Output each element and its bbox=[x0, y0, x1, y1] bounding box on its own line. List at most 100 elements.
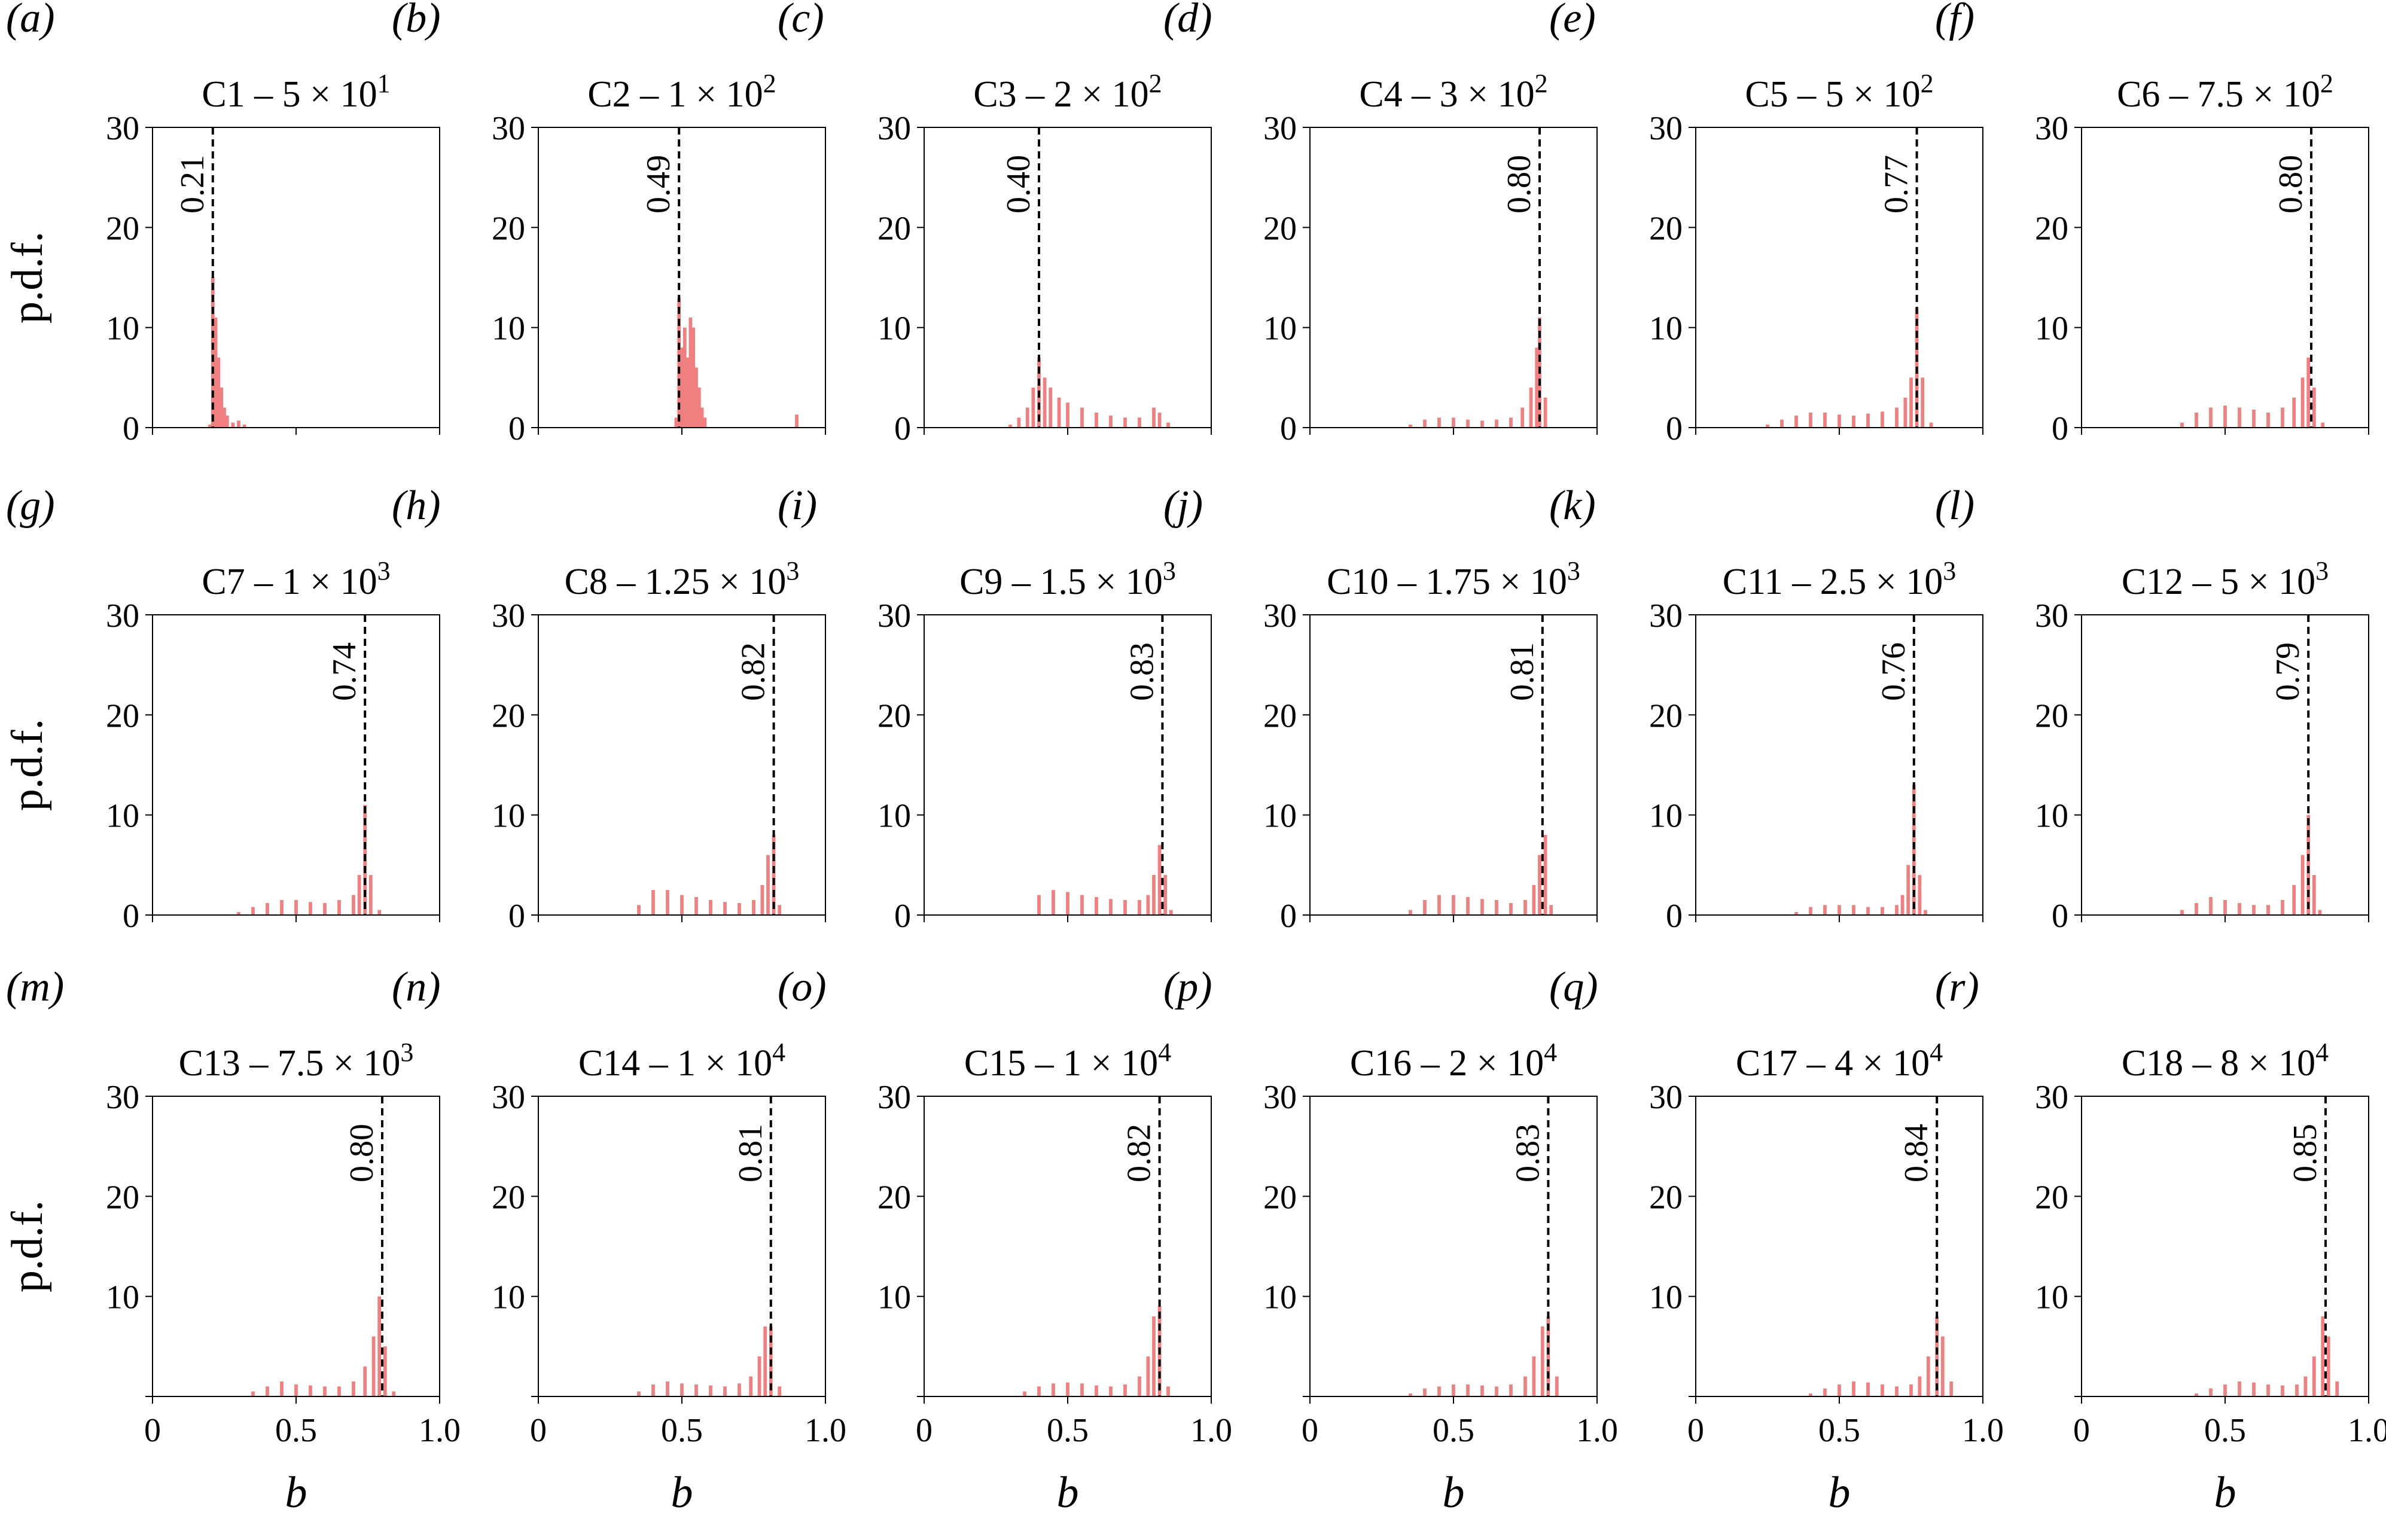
histogram-bar bbox=[752, 899, 755, 915]
histogram-bar bbox=[1866, 413, 1870, 428]
histogram-bar bbox=[1532, 1356, 1536, 1396]
histogram-bar bbox=[2266, 905, 2270, 915]
histogram-bar bbox=[1409, 910, 1412, 915]
x-axis-label: b bbox=[2214, 1468, 2236, 1517]
plot-frame bbox=[1695, 614, 1983, 916]
plot-frame bbox=[924, 614, 1212, 916]
y-tick-label: 30 bbox=[1649, 1079, 1683, 1116]
y-tick-label: 10 bbox=[492, 798, 525, 835]
histogram-bar bbox=[1152, 875, 1156, 915]
histogram-bar bbox=[383, 1346, 387, 1396]
histogram-bar bbox=[266, 1386, 269, 1396]
panel-title: C3 – 2 × 102 bbox=[973, 69, 1162, 115]
histogram-bar bbox=[1066, 1382, 1069, 1396]
panel-title: C11 – 2.5 × 103 bbox=[1723, 556, 1957, 603]
histogram-bar bbox=[723, 1386, 727, 1396]
histogram-bar bbox=[1423, 419, 1427, 428]
histogram-bar bbox=[1080, 407, 1084, 428]
histogram-bar bbox=[2209, 1388, 2213, 1396]
histogram-bar bbox=[1437, 417, 1441, 428]
histogram-bar bbox=[1523, 1376, 1527, 1396]
y-tick-label: 10 bbox=[2035, 1279, 2068, 1316]
histogram-bar bbox=[1423, 1388, 1427, 1396]
y-tick-label: 30 bbox=[2035, 1079, 2068, 1116]
histogram-bar bbox=[766, 855, 770, 915]
histogram-bar bbox=[1540, 1326, 1544, 1396]
histogram-bar bbox=[251, 1391, 255, 1396]
histogram-bar bbox=[723, 902, 727, 915]
y-tick-label: 20 bbox=[877, 697, 911, 734]
mean-marker-label: 0.83 bbox=[1123, 642, 1160, 701]
x-tick-label: 1.0 bbox=[1190, 1412, 1232, 1449]
histogram-bar bbox=[1940, 1336, 1945, 1396]
histogram-bar bbox=[208, 424, 212, 428]
histogram-bar bbox=[757, 1356, 761, 1396]
y-tick-label: 30 bbox=[2035, 110, 2068, 147]
panel-letter: (q) bbox=[1549, 964, 1598, 1010]
panel-letter: (b) bbox=[392, 0, 441, 41]
histogram-bar bbox=[1881, 1384, 1884, 1396]
histogram-bar bbox=[266, 902, 269, 915]
histogram-bar bbox=[674, 417, 678, 428]
y-tick-label: 20 bbox=[1263, 697, 1297, 734]
histogram-bar bbox=[211, 277, 215, 428]
histogram-bar bbox=[651, 1384, 655, 1396]
histogram-bar bbox=[2252, 409, 2256, 428]
y-tick-label: 0 bbox=[894, 898, 911, 935]
histogram-bar bbox=[1157, 844, 1162, 915]
histogram-bar bbox=[1123, 899, 1127, 915]
panel-title: C1 – 5 × 101 bbox=[202, 69, 390, 115]
histogram-bar bbox=[1523, 899, 1527, 915]
x-tick-label: 1.0 bbox=[419, 1412, 461, 1449]
histogram-bar bbox=[2326, 1336, 2330, 1396]
panel-letter: (a) bbox=[6, 0, 55, 41]
x-tick-label: 0 bbox=[144, 1412, 161, 1449]
histogram-bar bbox=[2223, 405, 2227, 428]
x-tick-label: 1.0 bbox=[1576, 1412, 1618, 1449]
histogram-bar bbox=[1918, 875, 1922, 915]
histogram-bar bbox=[280, 1381, 284, 1396]
panel-i: (i) C9 – 1.5 × 103 0.83 0 10 20 30 bbox=[778, 483, 1212, 935]
histogram-bar bbox=[1766, 424, 1769, 428]
histogram-bar bbox=[1912, 785, 1916, 915]
histogram-bar bbox=[666, 890, 669, 915]
histogram-bar bbox=[1935, 1316, 1939, 1396]
histogram-bar bbox=[371, 1336, 376, 1396]
y-tick-label: 20 bbox=[877, 210, 911, 247]
histogram-bar bbox=[294, 899, 298, 915]
panel-title: C18 – 8 × 104 bbox=[2122, 1038, 2329, 1084]
panel-f: (f) C6 – 7.5 × 102 0.80 0 10 20 30 bbox=[1935, 0, 2369, 447]
histogram-bar bbox=[309, 902, 312, 915]
histogram-bar bbox=[677, 297, 681, 428]
histogram-bar bbox=[2223, 1384, 2227, 1396]
y-tick-label: 20 bbox=[877, 1179, 911, 1216]
histogram-bar bbox=[237, 911, 240, 915]
histogram-bar bbox=[1423, 899, 1427, 915]
histogram-bar bbox=[217, 357, 221, 428]
histogram-bar bbox=[2209, 407, 2213, 428]
y-tick-label: 10 bbox=[1649, 1279, 1683, 1316]
histogram-bar bbox=[1895, 905, 1899, 915]
histogram-bar bbox=[709, 899, 712, 915]
histogram-bar bbox=[1543, 397, 1547, 428]
panel-l: (l) C12 – 5 × 103 0.79 0 10 20 30 bbox=[1935, 483, 2369, 935]
histogram-bar bbox=[688, 317, 693, 428]
histogram-bar bbox=[1838, 905, 1841, 915]
histogram-bar bbox=[1023, 1391, 1026, 1396]
panel-title: C7 – 1 × 103 bbox=[202, 556, 390, 603]
histogram-bar bbox=[1866, 1382, 1870, 1396]
mean-marker-label: 0.77 bbox=[1878, 155, 1915, 214]
histogram-bar bbox=[225, 415, 229, 428]
histogram-bar bbox=[1794, 911, 1798, 915]
y-tick-label: 30 bbox=[492, 597, 525, 635]
histogram-bar bbox=[1409, 424, 1412, 428]
y-tick-label: 30 bbox=[1263, 597, 1297, 635]
histogram-bar bbox=[1157, 412, 1162, 428]
histogram-bar bbox=[2292, 885, 2296, 915]
y-tick-label: 20 bbox=[2035, 1179, 2068, 1216]
histogram-bar bbox=[1555, 1376, 1559, 1396]
histogram-bar bbox=[1823, 1388, 1827, 1396]
histogram-bar bbox=[697, 388, 701, 428]
panel-letter: (f) bbox=[1935, 0, 1974, 41]
histogram-bar bbox=[1921, 377, 1925, 428]
